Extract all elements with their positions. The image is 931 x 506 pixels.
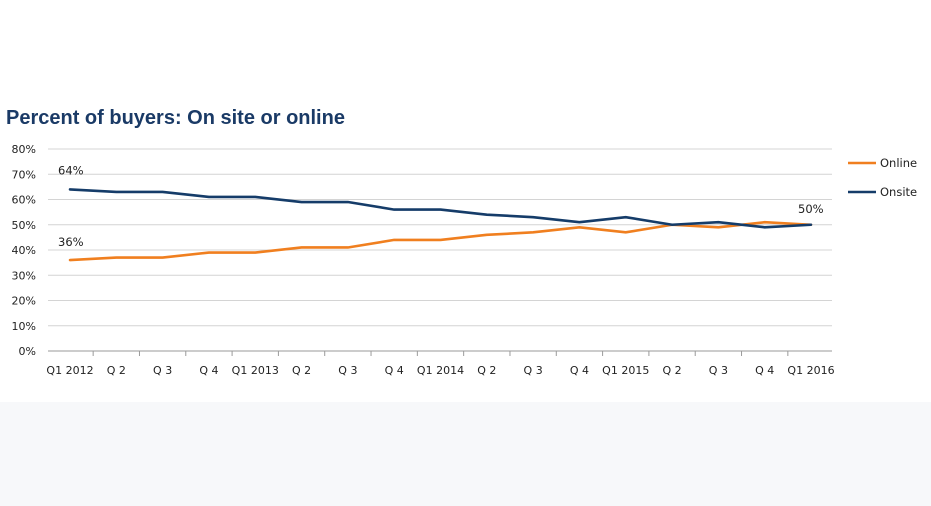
x-tick-label: Q 2 <box>292 364 311 377</box>
y-tick-label: 20% <box>12 295 36 308</box>
series-lines <box>68 188 813 262</box>
footer-band <box>0 402 931 506</box>
y-tick-label: 50% <box>12 219 36 232</box>
legend: Online Onsite <box>848 156 917 199</box>
x-tick-label: Q1 2013 <box>232 364 279 377</box>
x-tick-label: Q1 2012 <box>46 364 93 377</box>
x-tick-label: Q 2 <box>662 364 681 377</box>
y-axis-ticks: 0% 10% 20% 30% 40% 50% 60% 70% 80% <box>12 143 36 358</box>
x-tick-label: Q 4 <box>385 364 404 377</box>
y-tick-label: 0% <box>19 345 36 358</box>
x-tick-label: Q 4 <box>570 364 589 377</box>
legend-label-online: Online <box>880 156 917 170</box>
data-label: 64% <box>58 163 84 177</box>
annotations: 64% 36% 50% <box>58 163 824 249</box>
y-tick-label: 80% <box>12 143 36 156</box>
x-tick-label: Q1 2015 <box>602 364 649 377</box>
x-tick-label: Q1 2014 <box>417 364 464 377</box>
x-tick-label: Q 3 <box>524 364 543 377</box>
x-tick-label: Q 4 <box>199 364 218 377</box>
x-tick-label: Q 4 <box>755 364 774 377</box>
grid-lines <box>48 148 832 352</box>
series-line-onsite <box>68 188 813 229</box>
x-tick-label: Q 3 <box>709 364 728 377</box>
x-tick-label: Q 2 <box>477 364 496 377</box>
y-tick-label: 40% <box>12 244 36 257</box>
x-axis-ticks: Q1 2012 Q 2 Q 3 Q 4 Q1 2013 Q 2 Q 3 Q 4 Q1 2014 Q… <box>46 351 835 377</box>
y-tick-label: 70% <box>12 168 36 181</box>
legend-label-onsite: Onsite <box>880 185 917 199</box>
chart-title: Percent of buyers: On site or online <box>6 107 345 129</box>
series-line-online <box>68 220 813 262</box>
data-label: 36% <box>58 235 84 249</box>
x-tick-label: Q1 2016 <box>787 364 834 377</box>
x-tick-label: Q 3 <box>153 364 172 377</box>
x-tick-label: Q 3 <box>338 364 357 377</box>
y-tick-label: 60% <box>12 194 36 207</box>
y-tick-label: 30% <box>12 269 36 282</box>
x-tick-label: Q 2 <box>107 364 126 377</box>
data-label: 50% <box>798 202 824 216</box>
y-tick-label: 10% <box>12 320 36 333</box>
